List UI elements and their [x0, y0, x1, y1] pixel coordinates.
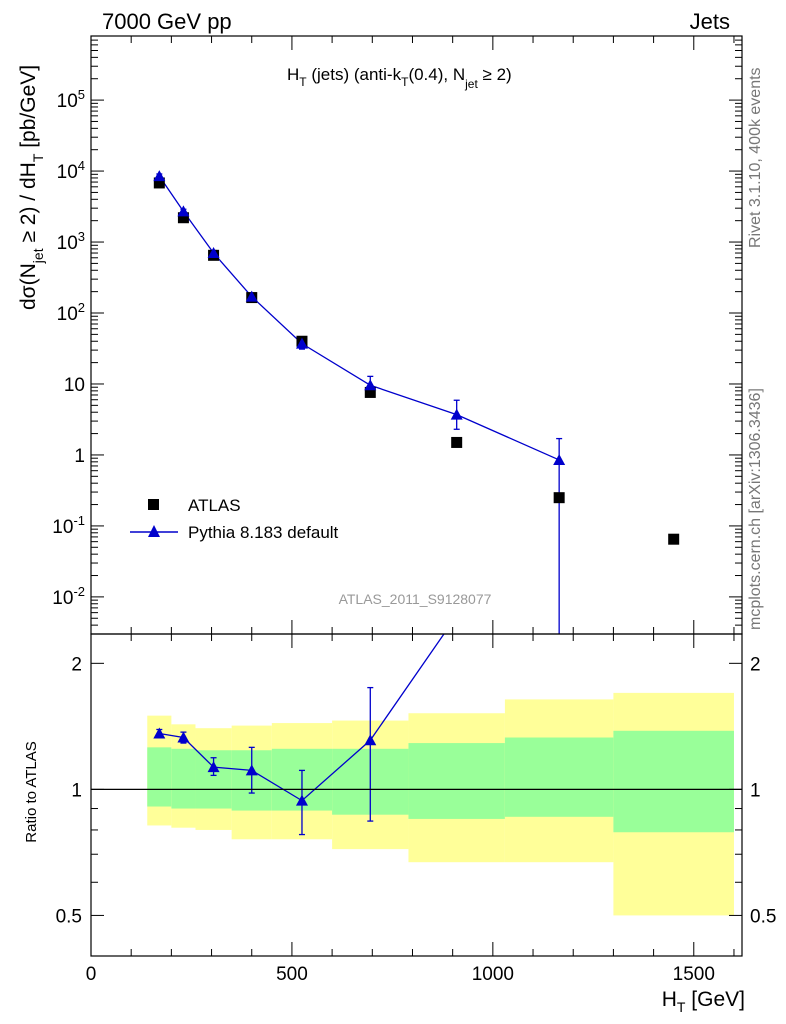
x-tick-label: 0 [86, 964, 97, 985]
ratio-y-tick-label-right: 2 [750, 654, 761, 675]
green-band-bin [613, 730, 734, 833]
analysis-watermark: ATLAS_2011_S9128077 [339, 591, 492, 607]
ratio-y-tick-label-left: 2 [71, 654, 82, 675]
main-data-group [153, 170, 680, 634]
pythia-data-point [153, 170, 166, 182]
main-y-tick-label: 103 [57, 229, 85, 254]
ratio-uncertainty-bands [147, 692, 734, 916]
main-plot-frame [90, 35, 743, 635]
pythia-series-line [158, 175, 560, 461]
x-axis-label: HT [GeV] [662, 988, 745, 1015]
legend: ATLAS Pythia 8.183 default [130, 496, 339, 542]
atlas-data-point [553, 492, 565, 504]
pythia-data-point [207, 247, 220, 259]
ratio-plot-frame [90, 633, 743, 957]
mcplots-label: mcplots.cern.ch [arXiv:1306.3436] [747, 388, 764, 630]
pythia-data-point [177, 205, 190, 217]
main-y-tick-label: 105 [57, 87, 85, 112]
main-y-tick-label: 102 [57, 300, 85, 325]
ratio-data-point [207, 761, 220, 773]
x-tick-label: 500 [276, 964, 308, 985]
green-band-bin [147, 747, 172, 807]
pythia-data-point [450, 408, 463, 420]
ratio-data-point [153, 727, 166, 739]
x-tick-label: 1500 [673, 964, 715, 985]
ratio-y-tick-label-left: 0.5 [56, 906, 82, 927]
ratio-y-tick-label-right: 1 [750, 780, 761, 801]
pythia-data-point [295, 337, 308, 349]
atlas-data-point [668, 533, 680, 545]
ratio-data-point [177, 731, 190, 743]
main-y-axis-label: dσ(Njet ≥ 2) / dHT [pb/GeV] [17, 65, 46, 310]
ratio-data-point [451, 610, 463, 621]
x-tick-label: 1000 [472, 964, 514, 985]
rivet-version-label: Rivet 3.1.10, 400k events [747, 67, 764, 248]
legend-pythia-marker [148, 525, 160, 537]
atlas-data-point [451, 436, 463, 448]
ratio-data-point [364, 734, 377, 746]
legend-atlas-label: ATLAS [188, 496, 241, 515]
main-y-tick-label: 10 [64, 375, 85, 396]
atlas-data-point [364, 386, 376, 398]
main-y-tick-label: 1 [74, 446, 85, 467]
pythia-data-point [553, 453, 566, 465]
ratio-data-point [295, 794, 308, 806]
pythia-data-point [364, 379, 377, 391]
pythia-data-point [245, 290, 258, 302]
legend-pythia-label: Pythia 8.183 default [188, 523, 339, 542]
legend-atlas-marker [148, 499, 159, 510]
ratio-y-axis-label: Ratio to ATLAS [23, 741, 40, 842]
main-y-tick-label: 104 [57, 158, 85, 183]
main-plot-area [153, 170, 680, 634]
ratio-y-tick-label-right: 0.5 [750, 906, 776, 927]
atlas-data-point [153, 177, 165, 189]
main-plot-title: HT (jets) (anti-kT(0.4), Njet ≥ 2) [287, 65, 512, 91]
ratio-data-group [153, 610, 463, 836]
green-band-bin [171, 748, 196, 809]
green-band-bin [408, 743, 505, 819]
ratio-plot-area [153, 610, 463, 836]
main-y-tick-label: 10-1 [52, 513, 85, 538]
ratio-y-tick-label-left: 1 [71, 780, 82, 801]
header-right-label: Jets [690, 9, 730, 34]
atlas-data-point [177, 212, 189, 224]
plot-frames: 10-2 10-1 1 10 102 103 104 105 0 500 1000 1500 0.5 0.… [52, 35, 776, 985]
header-left-label: 7000 GeV pp [102, 9, 232, 34]
green-band-bin [504, 737, 614, 817]
main-y-tick-label: 10-2 [52, 584, 85, 609]
ratio-data-point [245, 764, 258, 776]
